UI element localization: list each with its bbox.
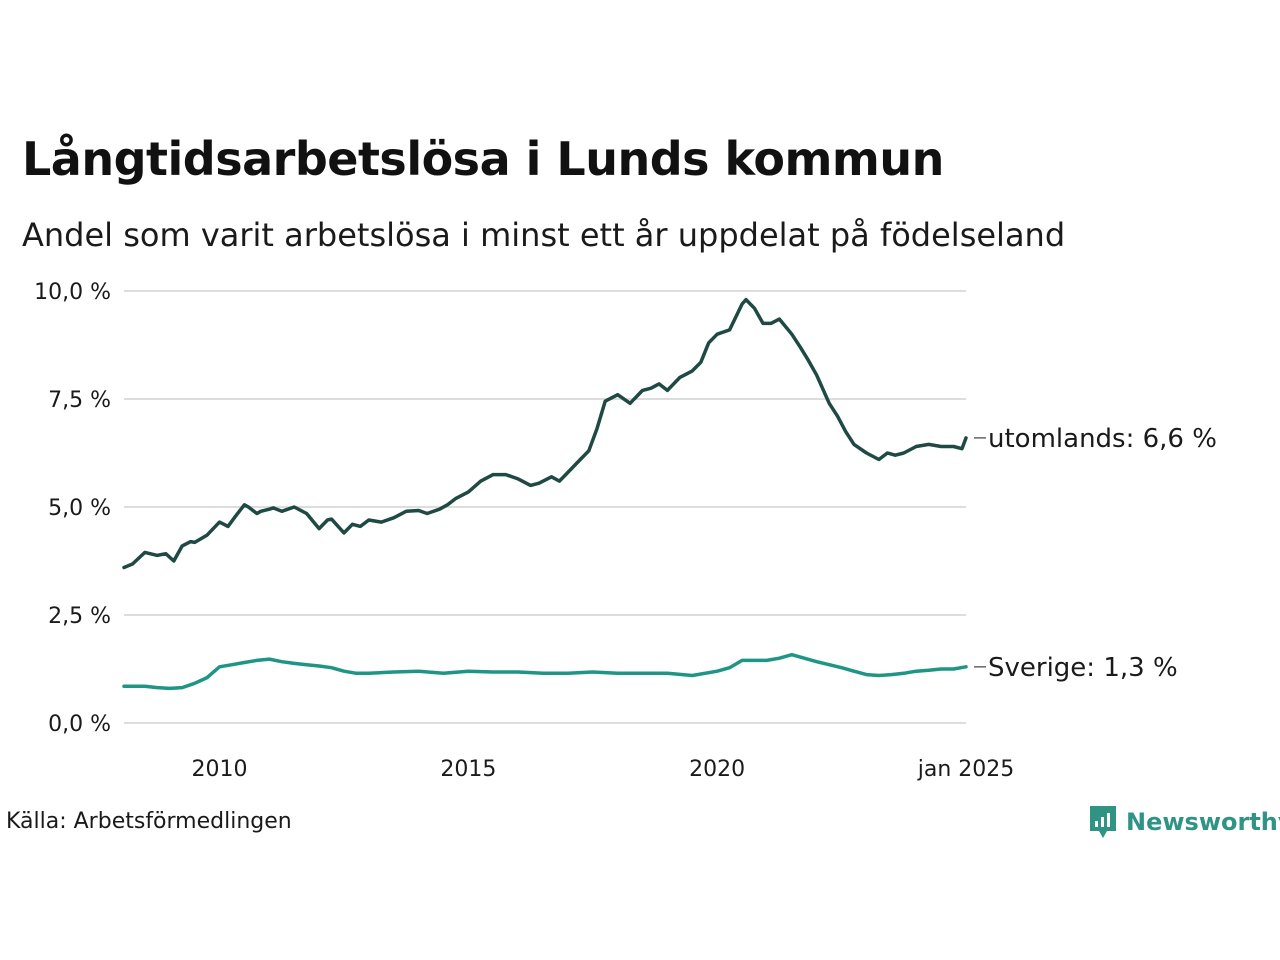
series-line-sverige <box>122 652 968 691</box>
y-tick-label: 10,0 % <box>34 280 111 305</box>
series-label-sverige: Sverige: 1,3 % <box>988 653 1178 683</box>
brand-logo: Newsworthy <box>1088 804 1280 840</box>
y-tick-label: 7,5 % <box>48 388 111 413</box>
chart-title: Långtidsarbetslösa i Lunds kommun <box>22 132 944 186</box>
y-tick-label: 2,5 % <box>48 604 111 629</box>
series-label-utomlands: utomlands: 6,6 % <box>988 424 1217 454</box>
x-tick-label: 2020 <box>689 757 745 782</box>
x-tick-label: 2015 <box>440 757 496 782</box>
x-tick-label: 2010 <box>192 757 248 782</box>
x-tick-label: jan 2025 <box>917 757 1015 782</box>
newsworthy-logo-icon <box>1090 806 1116 838</box>
series-line-utomlands <box>122 297 968 570</box>
chart-subtitle: Andel som varit arbetslösa i minst ett å… <box>22 216 1066 254</box>
y-tick-label: 0,0 % <box>48 712 111 737</box>
series-end-labels: utomlands: 6,6 % Sverige: 1,3 % <box>974 424 1217 683</box>
source-note: Källa: Arbetsförmedlingen <box>6 809 292 834</box>
y-tick-label: 5,0 % <box>48 496 111 521</box>
brand-name: Newsworthy <box>1126 808 1280 836</box>
series-lines <box>122 297 968 691</box>
y-axis-tick-labels: 0,0 % 2,5 % 5,0 % 7,5 % 10,0 % <box>34 280 111 737</box>
x-axis-tick-labels: 2010 2015 2020 jan 2025 <box>192 757 1015 782</box>
